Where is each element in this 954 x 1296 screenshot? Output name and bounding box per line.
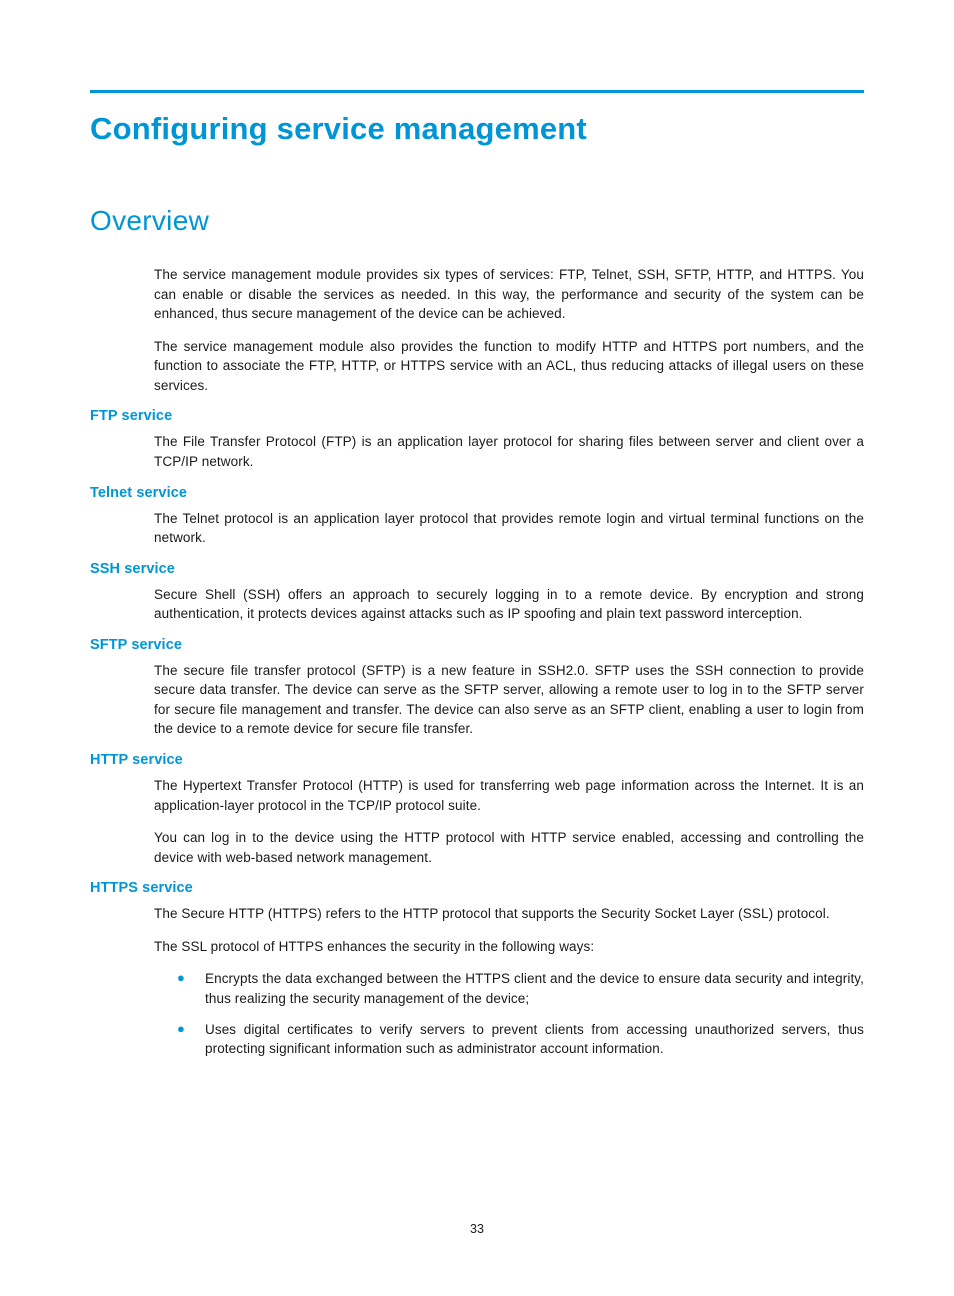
ssh-block: Secure Shell (SSH) offers an approach to… xyxy=(90,585,864,624)
sftp-block: The secure file transfer protocol (SFTP)… xyxy=(90,661,864,739)
https-paragraph: The Secure HTTP (HTTPS) refers to the HT… xyxy=(154,904,864,924)
subheading-https: HTTPS service xyxy=(90,880,864,896)
bullet-icon: ● xyxy=(177,969,205,1008)
ftp-block: The File Transfer Protocol (FTP) is an a… xyxy=(90,432,864,471)
list-item: ● Encrypts the data exchanged between th… xyxy=(177,969,864,1008)
subheading-ftp: FTP service xyxy=(90,408,864,424)
https-bullet-list: ● Encrypts the data exchanged between th… xyxy=(154,969,864,1058)
bullet-text: Encrypts the data exchanged between the … xyxy=(205,969,864,1008)
subheading-ssh: SSH service xyxy=(90,561,864,577)
https-paragraph: The SSL protocol of HTTPS enhances the s… xyxy=(154,937,864,957)
intro-paragraph: The service management module also provi… xyxy=(154,337,864,396)
ssh-paragraph: Secure Shell (SSH) offers an approach to… xyxy=(154,585,864,624)
page-title: Configuring service management xyxy=(90,111,864,147)
intro-paragraph: The service management module provides s… xyxy=(154,265,864,324)
telnet-paragraph: The Telnet protocol is an application la… xyxy=(154,509,864,548)
http-block: The Hypertext Transfer Protocol (HTTP) i… xyxy=(90,776,864,867)
https-block: The Secure HTTP (HTTPS) refers to the HT… xyxy=(90,904,864,1058)
ftp-paragraph: The File Transfer Protocol (FTP) is an a… xyxy=(154,432,864,471)
sftp-paragraph: The secure file transfer protocol (SFTP)… xyxy=(154,661,864,739)
intro-block: The service management module provides s… xyxy=(90,265,864,395)
subheading-sftp: SFTP service xyxy=(90,637,864,653)
document-page: Configuring service management Overview … xyxy=(0,0,954,1059)
subheading-http: HTTP service xyxy=(90,752,864,768)
http-paragraph: The Hypertext Transfer Protocol (HTTP) i… xyxy=(154,776,864,815)
telnet-block: The Telnet protocol is an application la… xyxy=(90,509,864,548)
subheading-telnet: Telnet service xyxy=(90,485,864,501)
title-rule xyxy=(90,90,864,93)
bullet-text: Uses digital certificates to verify serv… xyxy=(205,1020,864,1059)
http-paragraph: You can log in to the device using the H… xyxy=(154,828,864,867)
bullet-icon: ● xyxy=(177,1020,205,1059)
section-heading-overview: Overview xyxy=(90,205,864,237)
page-number: 33 xyxy=(0,1222,954,1236)
list-item: ● Uses digital certificates to verify se… xyxy=(177,1020,864,1059)
